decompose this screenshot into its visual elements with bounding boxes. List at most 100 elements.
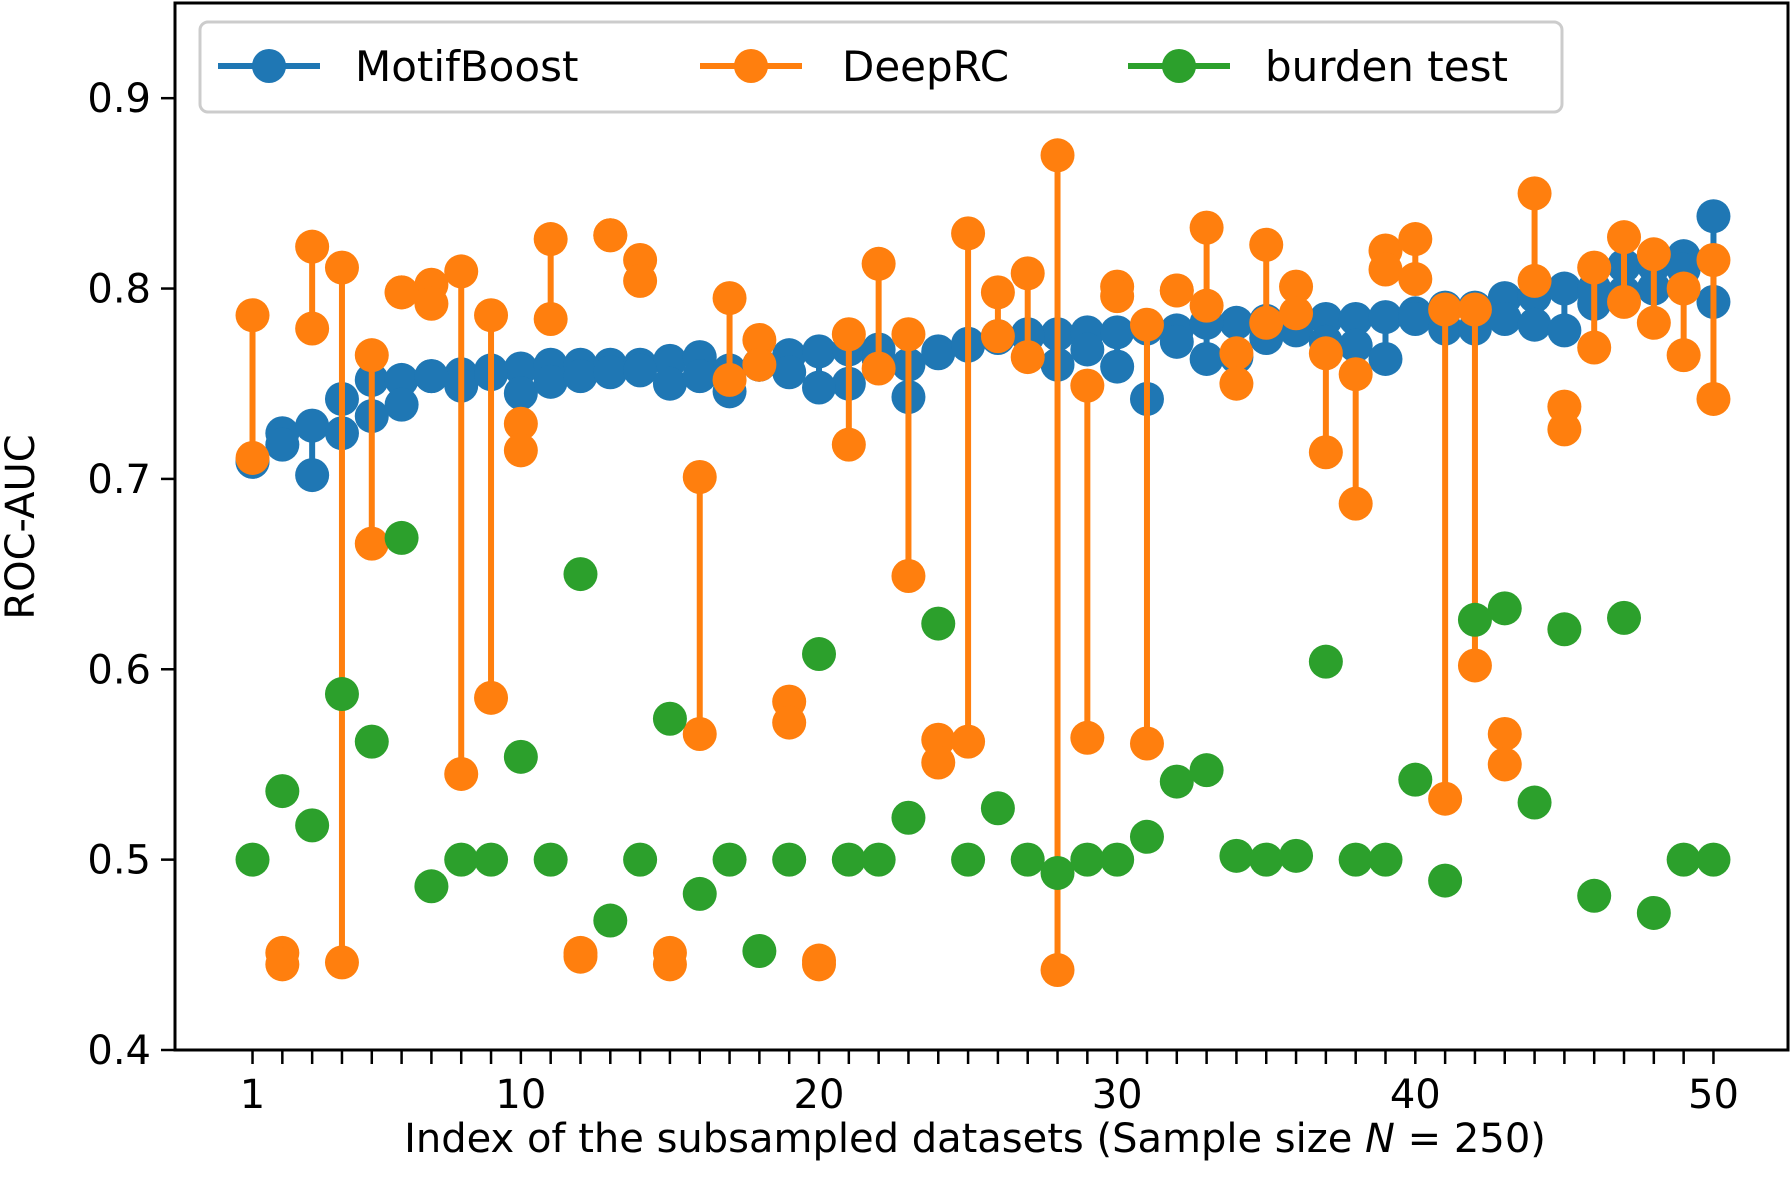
- point-1-1-7: [414, 286, 449, 321]
- point-0-1-2: [265, 427, 300, 462]
- point-1-0-35: [1249, 227, 1284, 262]
- point-1-0-11: [533, 222, 568, 257]
- point-2-0-3: [295, 808, 330, 843]
- series-burden-test: [235, 520, 1731, 969]
- point-2-0-21: [831, 842, 866, 877]
- point-1-1-3: [295, 311, 330, 346]
- point-2-0-30: [1100, 842, 1135, 877]
- point-0-1-38: [1338, 328, 1373, 363]
- point-0-0-38: [1338, 302, 1373, 337]
- point-1-1-33: [1189, 288, 1224, 323]
- point-1-1-22: [861, 351, 896, 386]
- axes-frame: [173, 1, 1790, 1052]
- point-0-0-30: [1100, 315, 1135, 350]
- point-1-1-17: [712, 362, 747, 397]
- point-1-1-50: [1696, 381, 1731, 416]
- legend-marker-0: [252, 49, 286, 83]
- point-2-0-38: [1338, 842, 1373, 877]
- point-2-0-32: [1159, 764, 1194, 799]
- point-1-0-46: [1577, 250, 1612, 285]
- point-1-0-50: [1696, 242, 1731, 277]
- legend: MotifBoost DeepRC burden test: [198, 20, 1564, 114]
- point-1-1-12: [563, 939, 598, 974]
- point-1-1-5: [354, 526, 389, 561]
- legend-label-1: DeepRC: [842, 42, 1009, 91]
- point-1-1-18: [742, 347, 777, 382]
- y-axis-label: ROC-AUC: [0, 434, 44, 619]
- legend-marker-1: [734, 49, 768, 83]
- point-1-1-1: [235, 440, 270, 475]
- point-1-1-2: [265, 947, 300, 982]
- legend-marker-2: [1162, 49, 1196, 83]
- point-1-1-30: [1100, 279, 1135, 314]
- point-2-0-41: [1428, 863, 1463, 898]
- point-1-1-8: [444, 756, 479, 791]
- point-2-0-50: [1696, 842, 1731, 877]
- point-2-0-19: [772, 842, 807, 877]
- point-1-1-31: [1129, 726, 1164, 761]
- point-2-0-43: [1487, 591, 1522, 626]
- point-1-0-38: [1338, 357, 1373, 392]
- point-0-1-14: [623, 353, 658, 388]
- point-2-0-2: [265, 774, 300, 809]
- point-1-0-29: [1070, 368, 1105, 403]
- point-1-1-27: [1010, 340, 1045, 375]
- point-2-0-23: [891, 800, 926, 835]
- point-1-1-43: [1487, 747, 1522, 782]
- point-2-0-31: [1129, 819, 1164, 854]
- point-1-0-47: [1607, 220, 1642, 255]
- point-0-1-11: [533, 364, 568, 399]
- point-1-0-44: [1517, 176, 1552, 211]
- point-1-1-23: [891, 558, 926, 593]
- point-2-0-46: [1577, 878, 1612, 913]
- point-2-0-34: [1219, 838, 1254, 873]
- point-1-0-42: [1457, 292, 1492, 327]
- point-1-1-25: [951, 724, 986, 759]
- point-1-1-42: [1457, 648, 1492, 683]
- point-2-0-1: [235, 842, 270, 877]
- point-1-0-27: [1010, 256, 1045, 291]
- y-tick-label-2: 0.6: [87, 647, 151, 693]
- point-0-1-12: [563, 359, 598, 394]
- x-axis-label-prefix: Index of the subsampled datasets (Sample…: [404, 1116, 1365, 1162]
- point-2-0-25: [951, 842, 986, 877]
- point-0-1-20: [802, 370, 837, 405]
- point-1-0-8: [444, 254, 479, 289]
- point-0-1-39: [1368, 341, 1403, 376]
- point-0-0-45: [1547, 271, 1582, 306]
- point-1-0-22: [861, 246, 896, 281]
- point-1-1-35: [1249, 305, 1284, 340]
- point-0-0-10: [503, 351, 538, 386]
- y-tick-label-5: 0.9: [87, 76, 151, 122]
- point-1-1-26: [980, 319, 1015, 354]
- point-1-0-48: [1636, 237, 1671, 272]
- point-2-0-22: [861, 842, 896, 877]
- point-1-0-5: [354, 338, 389, 373]
- point-0-0-34: [1219, 305, 1254, 340]
- point-2-0-20: [802, 637, 837, 672]
- point-1-1-6: [384, 275, 419, 310]
- point-2-0-15: [652, 701, 687, 736]
- point-1-0-18: [742, 322, 777, 357]
- point-2-0-10: [503, 739, 538, 774]
- point-2-0-24: [921, 606, 956, 641]
- point-1-1-24: [921, 745, 956, 780]
- point-2-0-18: [742, 934, 777, 969]
- point-2-0-45: [1547, 612, 1582, 647]
- point-0-1-19: [772, 355, 807, 390]
- point-1-0-33: [1189, 210, 1224, 245]
- point-1-0-40: [1398, 222, 1433, 257]
- y-tick-label-3: 0.7: [87, 457, 151, 503]
- point-1-0-34: [1219, 336, 1254, 371]
- point-2-0-14: [623, 842, 658, 877]
- point-1-1-11: [533, 302, 568, 337]
- series-layer: [235, 138, 1731, 988]
- point-2-0-44: [1517, 785, 1552, 820]
- point-1-1-9: [474, 680, 509, 715]
- point-1-0-1: [235, 298, 270, 333]
- point-1-1-49: [1666, 338, 1701, 373]
- point-2-0-37: [1308, 644, 1343, 679]
- point-1-0-21: [831, 317, 866, 352]
- point-2-0-36: [1279, 838, 1314, 873]
- x-tick-label-1: 1: [240, 1072, 265, 1118]
